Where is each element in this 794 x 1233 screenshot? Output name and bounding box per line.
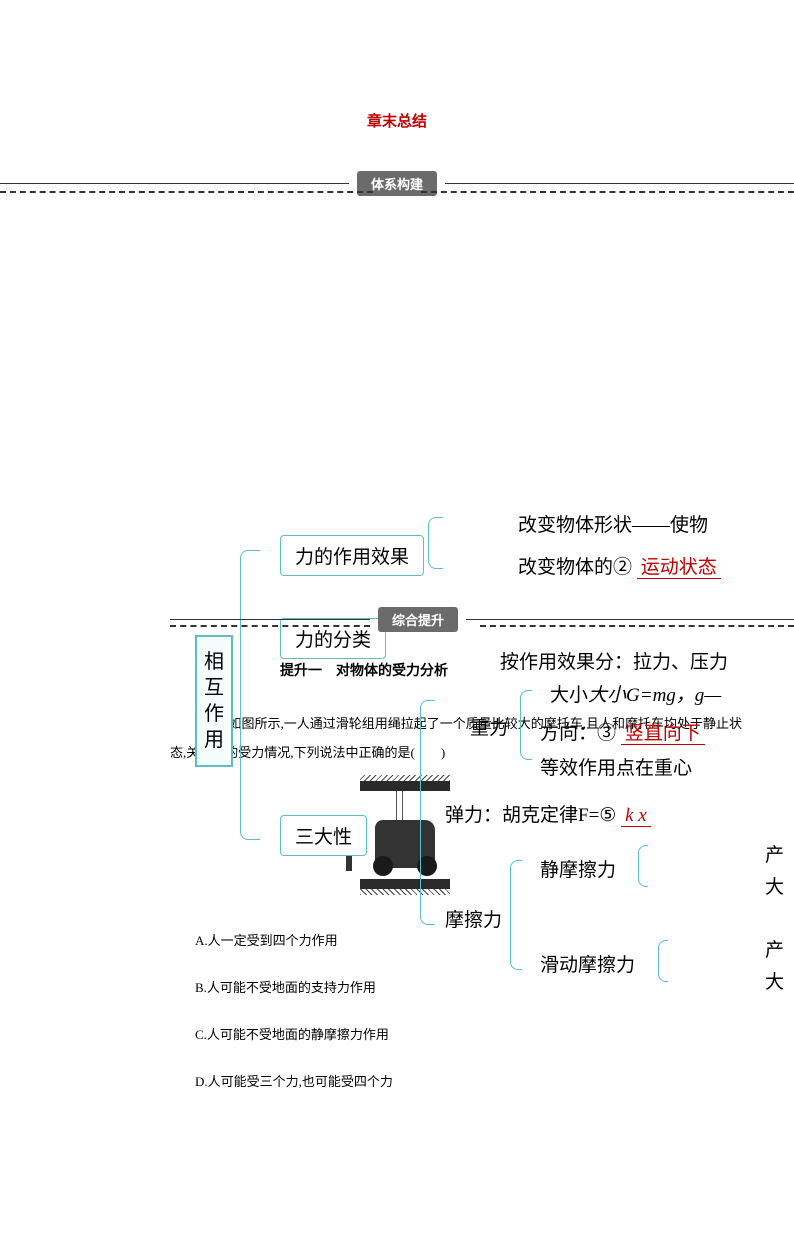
text-g-formula: 大小大小G=mg，g— bbox=[550, 680, 721, 707]
text-c3: 产 bbox=[765, 935, 784, 962]
bracket bbox=[658, 940, 668, 982]
options-list: A.人一定受到四个力作用 B.人可能不受地面的支持力作用 C.人可能不受地面的静… bbox=[195, 930, 393, 1118]
subsection-title: 提升一 对物体的受力分析 bbox=[280, 660, 448, 680]
answer-hooke: k x bbox=[621, 805, 651, 827]
text-sliding-friction: 滑动摩擦力 bbox=[540, 950, 635, 977]
node-effect: 力的作用效果 bbox=[280, 535, 424, 576]
banner-dash bbox=[170, 625, 370, 627]
formula-g: 大小G=mg，g— bbox=[588, 685, 721, 706]
text-c4: 大 bbox=[765, 967, 784, 994]
text-friction: 摩擦力 bbox=[445, 905, 502, 932]
banner-dash bbox=[421, 191, 794, 193]
example-label: 例1 bbox=[196, 716, 216, 731]
text-hooke-prefix: 弹力：胡克定律F=⑤ bbox=[445, 805, 616, 826]
section-banner-1: 体系构建 bbox=[0, 171, 794, 195]
person-head bbox=[345, 844, 353, 852]
banner-line bbox=[0, 183, 349, 184]
text-motion-prefix: 改变物体的② bbox=[518, 557, 632, 578]
text-static-friction: 静摩擦力 bbox=[540, 855, 616, 882]
pulley-space bbox=[360, 791, 450, 879]
motorcycle-shape bbox=[375, 820, 435, 868]
text-c1: 产 bbox=[765, 840, 784, 867]
banner-line bbox=[445, 183, 794, 184]
example-body: 如图所示,一人通过滑轮组用绳拉起了一个质量比较大的摩托车,且人和摩托车均处于静止… bbox=[170, 716, 742, 760]
text-hooke: 弹力：胡克定律F=⑤ k x bbox=[445, 800, 651, 827]
banner-line bbox=[170, 619, 370, 620]
beam bbox=[360, 879, 450, 889]
text-c2: 大 bbox=[765, 872, 784, 899]
option-b: B.人可能不受地面的支持力作用 bbox=[195, 977, 393, 996]
figure bbox=[360, 775, 450, 895]
option-c: C.人可能不受地面的静摩擦力作用 bbox=[195, 1024, 393, 1043]
bracket bbox=[428, 517, 443, 569]
section-banner-2: 综合提升 bbox=[0, 607, 794, 631]
person-shape bbox=[342, 844, 356, 879]
example-text: 例1 如图所示,一人通过滑轮组用绳拉起了一个质量比较大的摩托车,且人和摩托车均处… bbox=[170, 710, 754, 767]
text-motion: 改变物体的② 运动状态 bbox=[518, 552, 721, 579]
option-a: A.人一定受到四个力作用 bbox=[195, 930, 393, 949]
option-d: D.人可能受三个力,也可能受四个力 bbox=[195, 1071, 393, 1090]
banner-line bbox=[466, 619, 794, 620]
banner-label-2: 综合提升 bbox=[378, 607, 458, 632]
beam bbox=[360, 781, 450, 791]
answer-motion: 运动状态 bbox=[637, 557, 721, 579]
banner-dash bbox=[0, 191, 373, 193]
text-shape: 改变物体形状——使物 bbox=[518, 510, 708, 537]
bracket bbox=[240, 550, 260, 840]
rope bbox=[396, 791, 397, 821]
bracket bbox=[510, 860, 522, 970]
rope bbox=[402, 791, 403, 821]
banner-dash bbox=[480, 625, 794, 627]
person-body bbox=[346, 853, 352, 871]
page-title: 章末总结 bbox=[0, 110, 794, 131]
hatching bbox=[360, 889, 450, 895]
text-effect-classify: 按作用效果分：拉力、压力 bbox=[500, 647, 728, 674]
bracket bbox=[638, 845, 648, 887]
